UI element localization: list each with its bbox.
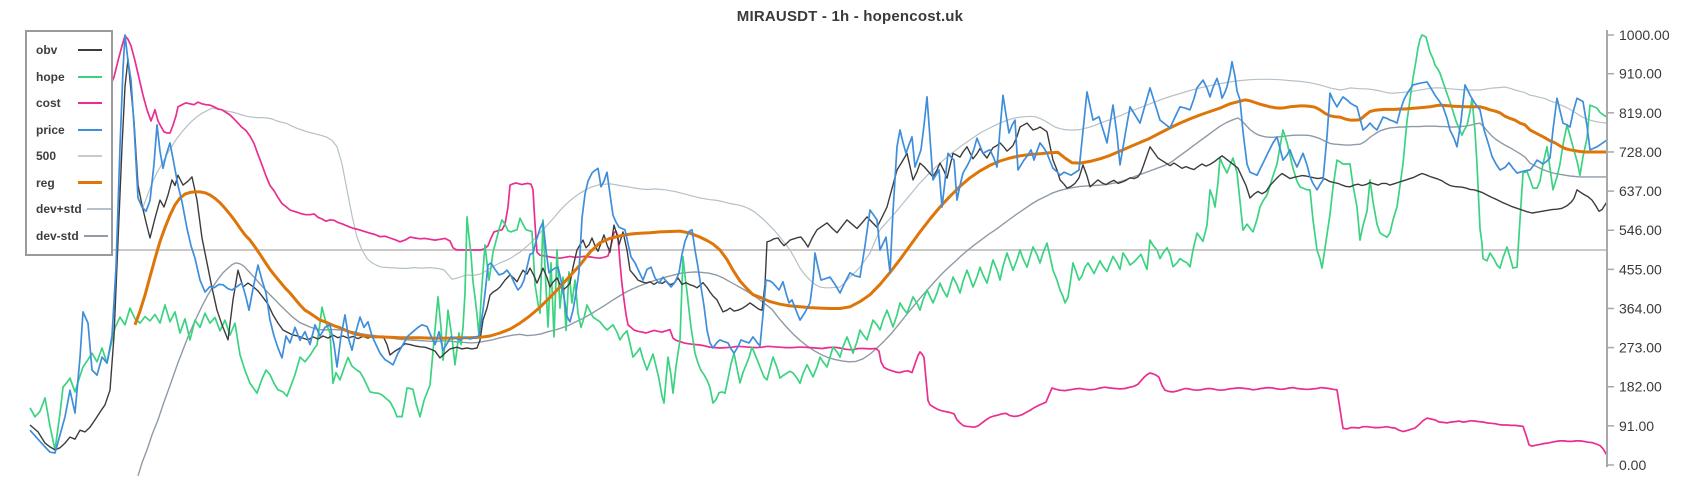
legend-swatch-reg (78, 181, 102, 185)
legend-label-500: 500 (36, 149, 57, 164)
legend-label-hope: hope (36, 69, 65, 84)
legend-item-cost: cost (36, 90, 102, 117)
legend-swatch-cost (78, 102, 102, 105)
legend-item-dev+std: dev+std (36, 196, 111, 223)
legend-item-dev-std: dev-std (36, 223, 108, 250)
legend-label-dev-std: dev-std (36, 228, 79, 243)
legend-item-500: 500 (36, 143, 102, 170)
series-line-obv (29, 58, 1608, 451)
series-line-reg (133, 98, 1607, 340)
chart-title: MIRAUSDT - 1h - hopencost.uk (736, 8, 964, 25)
legend-item-reg: reg (36, 170, 102, 197)
legend-label-dev+std: dev+std (36, 202, 82, 217)
legend-box: obv hope cost price 500 reg dev+std dev-std (25, 30, 113, 256)
y-tick-label: 728.00 (1619, 144, 1662, 160)
legend-swatch-obv (78, 49, 102, 52)
legend-label-reg: reg (36, 175, 55, 190)
legend-item-obv: obv (36, 37, 102, 64)
y-tick-label: 455.00 (1619, 261, 1662, 277)
legend-item-hope: hope (36, 64, 102, 91)
series-line-dev-std (137, 117, 1607, 477)
series-line-hope (29, 34, 1608, 451)
y-tick-label: 910.00 (1619, 66, 1662, 82)
legend-label-obv: obv (36, 43, 58, 58)
y-tick-label: 273.00 (1619, 340, 1662, 356)
y-tick-label: 0.00 (1619, 457, 1646, 473)
legend-item-price: price (36, 117, 102, 144)
series-line-dev+std (141, 78, 1608, 289)
legend-swatch-price (78, 128, 102, 131)
legend-swatch-dev+std (86, 208, 111, 211)
legend-swatch-500 (78, 155, 102, 158)
series-line-cost (109, 35, 1608, 456)
legend-swatch-hope (78, 75, 102, 78)
y-tick-label: 637.00 (1619, 183, 1662, 199)
series-line-price (29, 34, 1608, 454)
y-tick-label: 1000.00 (1619, 27, 1670, 43)
y-tick-label: 364.00 (1619, 300, 1662, 316)
legend-label-cost: cost (36, 96, 61, 111)
legend-swatch-dev-std (83, 234, 108, 237)
y-tick-label: 819.00 (1619, 105, 1662, 121)
y-tick-label: 91.00 (1619, 418, 1654, 434)
y-tick-label: 182.00 (1619, 379, 1662, 395)
legend-label-price: price (36, 122, 65, 137)
y-tick-label: 546.00 (1619, 222, 1662, 238)
